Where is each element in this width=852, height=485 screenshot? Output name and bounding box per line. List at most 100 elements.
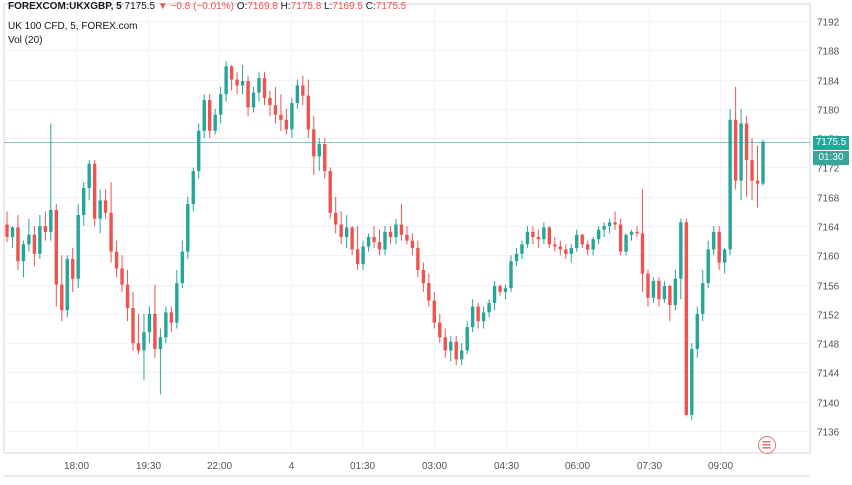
candle-down — [377, 242, 382, 250]
candle-up — [514, 253, 519, 262]
candle-down — [114, 251, 119, 269]
candle-down — [109, 212, 113, 252]
candle-up — [147, 313, 152, 333]
open-value: 7169.8 — [247, 1, 278, 12]
y-tick-label: 7172 — [817, 164, 840, 175]
last-price: 7175.5 — [124, 1, 156, 12]
candle-down — [399, 224, 404, 235]
instrument-label[interactable]: UK 100 CFD, 5, FOREX.com — [8, 21, 138, 32]
candle-down — [717, 231, 721, 263]
x-tick-label: 22:00 — [207, 461, 232, 472]
candle-down — [454, 341, 458, 360]
candle-down — [421, 269, 426, 284]
x-tick-label: 09:00 — [708, 461, 733, 472]
y-tick-label: 7140 — [817, 399, 840, 410]
candle-up — [722, 249, 727, 263]
candle-down — [585, 244, 590, 250]
close-label: C: — [365, 1, 376, 12]
x-tick-label: 07:30 — [637, 461, 662, 472]
x-tick-label: 18:00 — [64, 461, 89, 472]
price-axis[interactable]: 7136 7140 7144 7148 7152 7156 7160 7164 7168 7172… — [817, 18, 840, 439]
candle-down — [580, 234, 584, 245]
candle-up — [739, 123, 743, 181]
symbol-label[interactable]: FOREXCOM:UKXGBP, 5 — [8, 1, 122, 12]
tradingview-logo-icon[interactable] — [758, 436, 776, 454]
candle-up — [224, 66, 228, 95]
candle-down — [284, 119, 289, 130]
candle-down — [279, 114, 283, 120]
legend-row: FOREXCOM:UKXGBP, 5 7175.5 ▼ −0.8 (−0.01%… — [8, 0, 406, 14]
candle-down — [733, 119, 738, 181]
candle-up — [542, 227, 546, 240]
candle-down — [405, 234, 409, 241]
candle-up — [240, 81, 245, 86]
volume-label[interactable]: Vol (20) — [8, 35, 43, 46]
y-tick-label: 7184 — [817, 77, 840, 88]
candle-up — [202, 100, 206, 131]
y-tick-label: 7168 — [817, 194, 840, 205]
candle-down — [640, 233, 645, 274]
candle-up — [487, 302, 491, 313]
candle-down — [547, 227, 552, 245]
time-axis[interactable]: 18:00 19:30 22:00 4 01:30 03:00 04:30 06:00 07:3… — [64, 461, 733, 472]
candle-up — [449, 341, 453, 351]
y-tick-label: 7152 — [817, 311, 840, 322]
candle-down — [536, 236, 541, 240]
candle-down — [60, 284, 64, 311]
countdown-tag: 01:30 — [813, 150, 849, 165]
candle-down — [328, 171, 332, 213]
candle-down — [153, 313, 157, 350]
candle-up — [218, 94, 223, 115]
y-tick-label: 7156 — [817, 282, 840, 293]
candle-up — [629, 231, 634, 235]
candle-up — [662, 286, 667, 300]
candle-down — [273, 105, 278, 115]
candle-up — [690, 349, 694, 415]
candle-up — [575, 234, 579, 248]
candle-down — [427, 283, 431, 301]
candle-up — [701, 283, 705, 314]
candle-down — [306, 95, 311, 130]
candle-up — [186, 204, 190, 252]
candle-up — [98, 200, 102, 219]
candle-down — [668, 286, 672, 306]
candle-down — [657, 280, 661, 300]
candle-up — [651, 280, 656, 298]
y-tick-label: 7180 — [817, 106, 840, 117]
y-tick-label: 7144 — [817, 369, 840, 380]
candle-up — [525, 231, 530, 245]
candle-down — [131, 308, 135, 344]
candle-down — [558, 246, 563, 250]
candle-down — [339, 224, 343, 237]
candle-up — [213, 114, 217, 131]
candle-down — [388, 231, 393, 237]
candle-up — [624, 234, 628, 252]
candle-down — [416, 247, 420, 270]
x-tick-label: 03:00 — [422, 461, 447, 472]
candle-up — [65, 258, 69, 311]
candle-down — [136, 343, 141, 351]
candle-down — [498, 286, 502, 292]
candle-up — [706, 249, 710, 284]
candle-down — [744, 123, 749, 161]
x-tick-label: 01:30 — [350, 461, 375, 472]
candle-up — [27, 234, 31, 245]
x-tick-label: 04:30 — [494, 461, 519, 472]
open-label: O: — [236, 1, 248, 12]
candle-up — [602, 226, 606, 230]
y-tick-label: 7148 — [817, 340, 840, 351]
y-tick-label: 7192 — [817, 18, 840, 29]
candle-up — [361, 246, 365, 265]
plot-frame — [3, 3, 811, 454]
candle-down — [323, 143, 327, 172]
candle-down — [443, 337, 447, 351]
x-tick-label: 4 — [289, 461, 295, 472]
candle-down — [207, 100, 212, 131]
candle-down — [618, 224, 623, 252]
candle-up — [492, 286, 497, 303]
candle-up — [728, 119, 732, 250]
high-label: H: — [280, 1, 291, 12]
candle-down — [635, 231, 639, 234]
candle-up — [761, 141, 765, 184]
